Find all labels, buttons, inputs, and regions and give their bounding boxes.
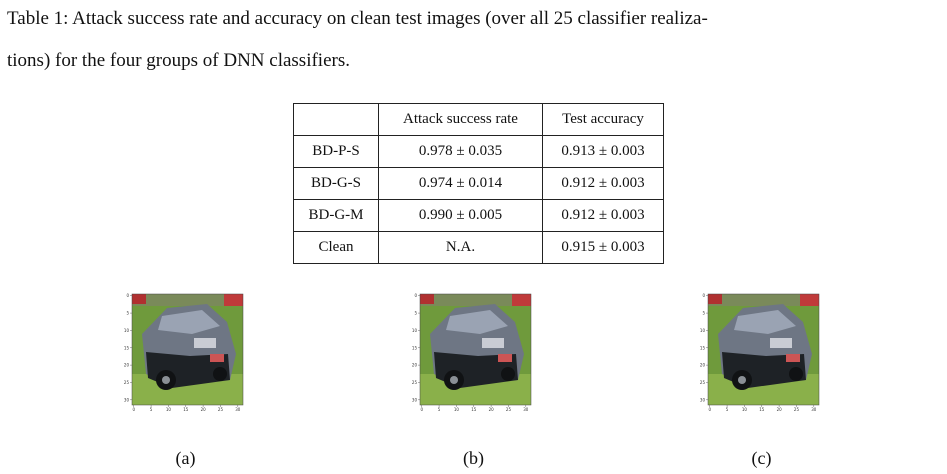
y-tick-label: 0 <box>126 293 129 298</box>
table-cell: Clean <box>293 231 379 264</box>
y-tick-label: 20 <box>412 363 418 368</box>
table-cell: N.A. <box>378 231 543 264</box>
caption-line: Table 1: Attack success rate and accurac… <box>7 8 708 29</box>
x-tick-label: 20 <box>777 407 783 412</box>
table-cell: BD-G-S <box>293 167 379 200</box>
y-tick-label: 30 <box>700 397 706 402</box>
x-tick-label: 30 <box>523 407 529 412</box>
y-tick-label: 5 <box>126 311 129 316</box>
x-tick-label: 10 <box>742 407 748 412</box>
figure-label: (a) <box>176 448 196 469</box>
y-tick-label: 30 <box>412 397 418 402</box>
y-tick-label: 25 <box>412 380 418 385</box>
x-tick-label: 20 <box>489 407 495 412</box>
y-tick-label: 15 <box>700 345 706 350</box>
x-tick-label: 10 <box>166 407 172 412</box>
table-row: Clean N.A. 0.915 ± 0.003 <box>293 231 664 264</box>
x-tick-label: 15 <box>759 407 765 412</box>
x-tick-label: 15 <box>183 407 189 412</box>
x-tick-label: 5 <box>438 407 441 412</box>
results-table: Attack success rate Test accuracy BD-P-S 0.… <box>293 103 664 264</box>
table-row: Attack success rate Test accuracy <box>293 103 664 136</box>
x-tick-label: 0 <box>708 407 711 412</box>
y-tick-label: 5 <box>414 311 417 316</box>
y-tick-label: 0 <box>414 293 417 298</box>
table-row: BD-P-S 0.978 ± 0.035 0.913 ± 0.003 <box>293 135 664 168</box>
y-tick-label: 5 <box>702 311 705 316</box>
x-tick-label: 5 <box>150 407 153 412</box>
image-frame <box>419 293 532 406</box>
y-tick-label: 15 <box>124 345 130 350</box>
image-panel: 0 0 5 5 10 10 15 15 20 20 25 25 30 30 <box>412 293 532 412</box>
y-tick-label: 25 <box>124 380 130 385</box>
x-tick-label: 25 <box>506 407 512 412</box>
image <box>708 294 819 405</box>
x-tick-label: 0 <box>132 407 135 412</box>
table-cell: Test accuracy <box>542 103 664 136</box>
y-tick-label: 10 <box>412 328 418 333</box>
image-frame <box>707 293 820 406</box>
table-cell: BD-G-M <box>293 199 379 232</box>
x-tick-label: 25 <box>794 407 800 412</box>
x-tick-label: 10 <box>454 407 460 412</box>
x-tick-label: 30 <box>811 407 817 412</box>
image <box>420 294 531 405</box>
table-cell: 0.990 ± 0.005 <box>378 199 543 232</box>
image <box>132 294 243 405</box>
image-panel: 0 0 5 5 10 10 15 15 20 20 25 25 30 30 <box>124 293 244 412</box>
y-tick-label: 15 <box>412 345 418 350</box>
y-tick-label: 20 <box>124 363 130 368</box>
x-tick-label: 5 <box>726 407 729 412</box>
table-cell: 0.912 ± 0.003 <box>542 199 664 232</box>
image-panel: 0 0 5 5 10 10 15 15 20 20 25 25 30 30 <box>700 293 820 412</box>
image-frame <box>131 293 244 406</box>
figure-label: (c) <box>752 448 772 469</box>
y-tick-label: 10 <box>700 328 706 333</box>
x-tick-label: 20 <box>201 407 207 412</box>
x-tick-label: 15 <box>471 407 477 412</box>
figure-label: (b) <box>463 448 484 469</box>
x-tick-label: 30 <box>235 407 241 412</box>
table-cell: 0.974 ± 0.014 <box>378 167 543 200</box>
caption-line: tions) for the four groups of DNN classi… <box>7 50 350 71</box>
table-row: BD-G-M 0.990 ± 0.005 0.912 ± 0.003 <box>293 199 664 232</box>
x-tick-label: 0 <box>420 407 423 412</box>
y-tick-label: 30 <box>124 397 130 402</box>
y-tick-label: 0 <box>702 293 705 298</box>
y-tick-label: 25 <box>700 380 706 385</box>
table-cell: 0.915 ± 0.003 <box>542 231 664 264</box>
table-cell: Attack success rate <box>378 103 543 136</box>
y-tick-label: 20 <box>700 363 706 368</box>
x-tick-label: 25 <box>218 407 224 412</box>
table-cell: BD-P-S <box>293 135 379 168</box>
y-tick-label: 10 <box>124 328 130 333</box>
